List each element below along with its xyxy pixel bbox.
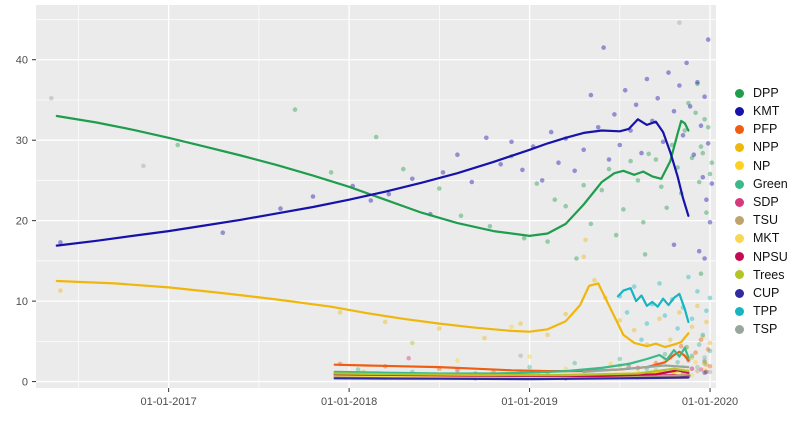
legend-item-tsp: TSP bbox=[735, 320, 788, 338]
legend-dot-tsp bbox=[735, 325, 744, 335]
legend-dot-pfp bbox=[735, 124, 744, 134]
legend-dot-sdp bbox=[735, 197, 744, 207]
y-tick-label: 10 bbox=[16, 296, 28, 308]
legend-dot-trees bbox=[735, 270, 744, 280]
legend-item-tsu: TSU bbox=[735, 211, 788, 229]
x-axis: 01-01-2017 01-01-2018 01-01-2019 01-01-2020 bbox=[141, 388, 738, 408]
x-tick-label: 01-01-2018 bbox=[321, 396, 377, 408]
series-npp-line bbox=[55, 279, 690, 349]
legend-dot-tsu bbox=[735, 215, 744, 225]
legend-dot-dpp bbox=[735, 88, 744, 98]
legend-item-tpp: TPP bbox=[735, 302, 788, 320]
y-axis: 0 10 20 30 40 bbox=[16, 55, 36, 389]
legend-dot-np bbox=[735, 161, 744, 171]
legend-dot-npp bbox=[735, 143, 744, 153]
series-cup-line bbox=[333, 376, 690, 381]
legend-item-dpp: DPP bbox=[735, 84, 788, 102]
legend-item-npsu: NPSU bbox=[735, 248, 788, 266]
legend-item-green: Green bbox=[735, 175, 788, 193]
series-trees-line bbox=[333, 367, 690, 377]
legend-item-sdp: SDP bbox=[735, 193, 788, 211]
legend-item-npp: NPP bbox=[735, 139, 788, 157]
series-tpp-line bbox=[616, 287, 690, 324]
y-tick-label: 40 bbox=[16, 55, 28, 67]
legend-label-mkt: MKT bbox=[753, 231, 780, 246]
legend-dot-cup bbox=[735, 288, 744, 298]
legend-item-kmt: KMT bbox=[735, 102, 788, 120]
gridlines bbox=[36, 5, 716, 388]
legend-label-kmt: KMT bbox=[753, 104, 780, 119]
series-green-line bbox=[333, 346, 690, 375]
y-tick-label: 0 bbox=[22, 377, 28, 389]
legend-dot-npsu bbox=[735, 252, 744, 262]
x-tick-label: 01-01-2020 bbox=[682, 396, 738, 408]
legend-dot-mkt bbox=[735, 234, 744, 244]
series-kmt-line bbox=[55, 118, 690, 247]
legend-label-npp: NPP bbox=[753, 140, 779, 155]
legend-label-tpp: TPP bbox=[753, 304, 778, 319]
legend-label-trees: Trees bbox=[753, 267, 785, 282]
legend-dot-green bbox=[735, 179, 744, 189]
legend-item-mkt: MKT bbox=[735, 230, 788, 248]
legend-label-dpp: DPP bbox=[753, 85, 779, 100]
y-tick-label: 20 bbox=[16, 216, 28, 228]
legend-item-cup: CUP bbox=[735, 284, 788, 302]
legend-label-sdp: SDP bbox=[753, 194, 779, 209]
series-dpp-line bbox=[55, 114, 690, 237]
legend-item-np: NP bbox=[735, 157, 788, 175]
legend-label-tsp: TSP bbox=[753, 322, 778, 337]
legend-dot-tpp bbox=[735, 306, 744, 316]
series-dpp-points bbox=[175, 81, 715, 277]
legend-label-np: NP bbox=[753, 158, 771, 173]
x-tick-label: 01-01-2019 bbox=[501, 396, 557, 408]
legend-dot-kmt bbox=[735, 106, 744, 116]
series-tsp-line bbox=[582, 364, 690, 373]
x-tick-label: 01-01-2017 bbox=[141, 396, 197, 408]
series-kmt-points bbox=[58, 37, 715, 261]
legend-label-tsu: TSU bbox=[753, 213, 778, 228]
y-tick-label: 30 bbox=[16, 135, 28, 147]
legend: DPP KMT PFP NPP NP Green SDP TSU MKT NPSU Trees CUP… bbox=[735, 84, 788, 339]
legend-label-cup: CUP bbox=[753, 285, 780, 300]
legend-label-pfp: PFP bbox=[753, 122, 778, 137]
legend-item-trees: Trees bbox=[735, 266, 788, 284]
legend-label-green: Green bbox=[753, 176, 788, 191]
legend-label-npsu: NPSU bbox=[753, 249, 788, 264]
legend-item-pfp: PFP bbox=[735, 120, 788, 138]
